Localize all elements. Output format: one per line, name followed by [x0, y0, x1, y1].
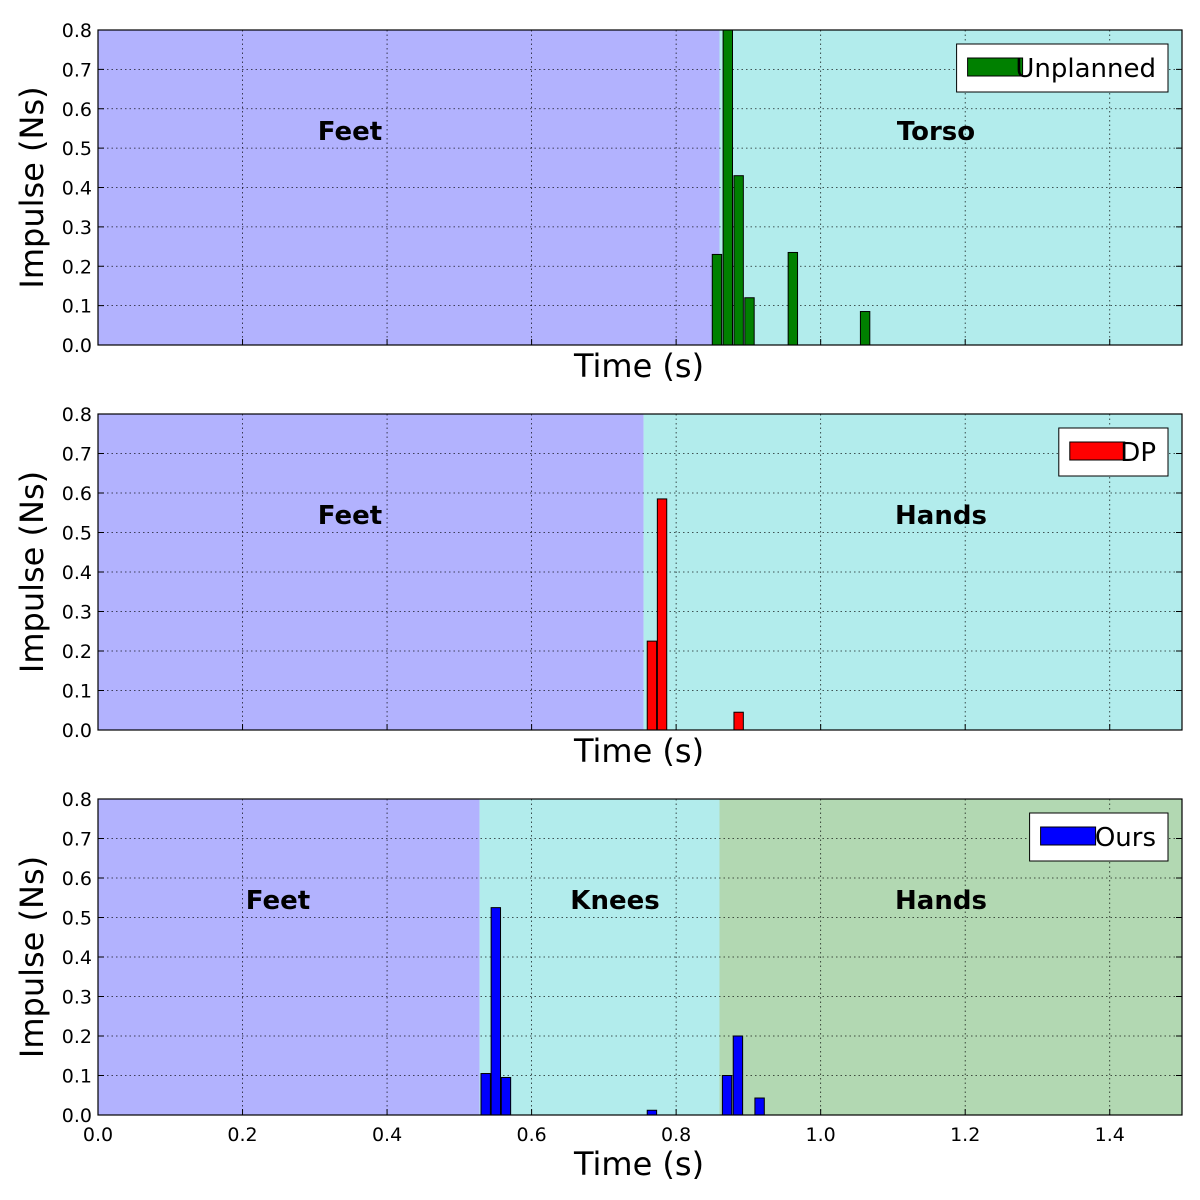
y-tick-label: 0.6 [62, 868, 92, 890]
y-tick-label: 0.4 [62, 178, 92, 200]
region-label: Torso [897, 117, 975, 147]
bar [646, 640, 658, 731]
legend-swatch [1069, 441, 1126, 461]
y-tick-label: 0.0 [62, 335, 92, 357]
bar [744, 297, 755, 346]
bar [732, 1035, 744, 1116]
chart-panel-1: Feet Torso 0.0 0.1 0.2 0.3 0.4 0.5 0.6 0.7 0.8 Time… [13, 20, 1183, 385]
y-tick-label: 0.4 [62, 562, 92, 584]
legend-swatch [967, 57, 1024, 77]
y-axis-label: Impulse (Ns) [13, 856, 51, 1058]
x-tick-label: 0.0 [83, 1124, 113, 1146]
y-tick-label: 0.1 [62, 296, 92, 318]
y-tick-label: 0.4 [62, 947, 92, 969]
bar [480, 1073, 491, 1116]
y-tick-label: 0.3 [62, 217, 92, 239]
legend: Unplanned [956, 43, 1169, 93]
y-axis-label: Impulse (Ns) [13, 471, 51, 673]
x-tick-label: 1.4 [1095, 1124, 1125, 1146]
y-tick-label: 0.1 [62, 681, 92, 703]
region-label: Feet [318, 117, 382, 147]
bar [733, 711, 744, 731]
region-label: Hands [895, 886, 987, 916]
x-tick-label: 1.0 [806, 1124, 836, 1146]
bar [500, 1076, 512, 1116]
x-tick-label: 0.4 [372, 1124, 402, 1146]
bar [722, 29, 734, 346]
y-tick-label: 0.2 [62, 1026, 92, 1048]
y-tick-label: 0.8 [62, 789, 92, 811]
bar [646, 1109, 658, 1116]
y-tick-label: 0.7 [62, 829, 92, 851]
y-tick-label: 0.7 [62, 59, 92, 81]
x-tick-label: 1.2 [950, 1124, 980, 1146]
legend: DP [1058, 427, 1169, 477]
y-tick-label: 0.2 [62, 256, 92, 278]
bar [711, 253, 723, 346]
y-tick-label: 0.8 [62, 20, 92, 42]
bar [859, 311, 871, 346]
y-tick-label: 0.3 [62, 602, 92, 624]
y-tick-label: 0.5 [62, 523, 92, 545]
x-axis-label: Time (s) [573, 732, 704, 770]
legend-swatch [1040, 826, 1097, 846]
region-label: Knees [570, 886, 659, 916]
y-tick-label: 0.1 [62, 1066, 92, 1088]
bar [490, 907, 502, 1116]
x-axis-label: Time (s) [573, 347, 704, 385]
y-tick-label: 0.0 [62, 1105, 92, 1127]
y-tick-label: 0.6 [62, 483, 92, 505]
x-tick-label: 0.6 [516, 1124, 546, 1146]
bar [656, 498, 668, 731]
bar [754, 1097, 765, 1116]
y-tick-label: 0.8 [62, 404, 92, 426]
x-tick-label: 0.8 [661, 1124, 691, 1146]
x-tick-label: 0.2 [227, 1124, 257, 1146]
y-tick-label: 0.7 [62, 444, 92, 466]
chart-panel-3: Feet Knees Hands 0.0 0.1 0.2 0.3 0.4 0.5 0.6 0.7 0.… [13, 789, 1183, 1183]
legend: Ours [1029, 812, 1169, 862]
legend-label: Unplanned [1015, 54, 1156, 84]
y-tick-label: 0.2 [62, 641, 92, 663]
x-axis-label: Time (s) [573, 1145, 704, 1183]
chart-panel-2: Feet Hands 0.0 0.1 0.2 0.3 0.4 0.5 0.6 0.7 0.8 Time… [13, 404, 1183, 770]
y-tick-label: 0.0 [62, 720, 92, 742]
y-tick-label: 0.5 [62, 138, 92, 160]
region-label: Hands [895, 501, 987, 531]
y-tick-label: 0.3 [62, 987, 92, 1009]
bar [721, 1075, 733, 1116]
legend-label: DP [1120, 438, 1156, 468]
region-label: Feet [246, 886, 310, 916]
legend-label: Ours [1095, 823, 1156, 853]
y-axis-label: Impulse (Ns) [13, 86, 51, 288]
y-tick-label: 0.5 [62, 908, 92, 930]
bar [787, 251, 799, 346]
bar [733, 175, 744, 346]
region-label: Feet [318, 501, 382, 531]
y-tick-label: 0.6 [62, 99, 92, 121]
